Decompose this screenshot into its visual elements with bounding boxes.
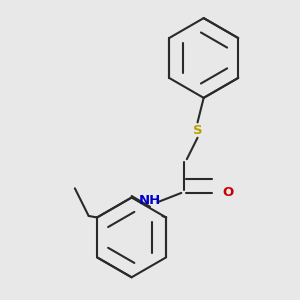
Text: S: S: [193, 124, 202, 136]
Text: NH: NH: [139, 194, 161, 207]
Text: O: O: [222, 186, 233, 200]
